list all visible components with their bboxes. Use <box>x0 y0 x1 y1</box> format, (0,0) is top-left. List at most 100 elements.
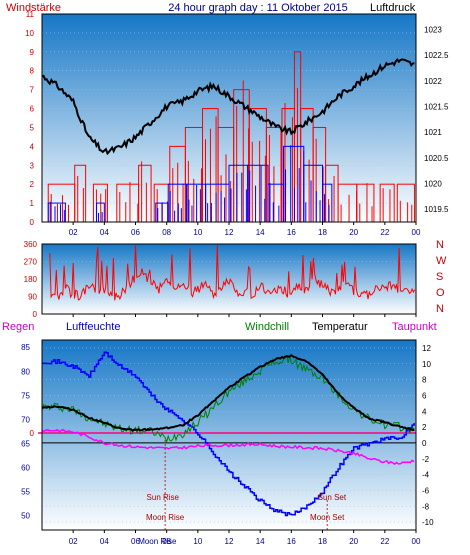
x-tick-label: 20 <box>349 537 358 546</box>
compass-label: N <box>436 303 444 315</box>
x-tick-label: 02 <box>69 228 78 237</box>
moon-rise-axis-label: Moon Rise <box>138 537 177 546</box>
rain-zero-label: 0 <box>30 429 35 438</box>
wind-tick-label: 4 <box>30 142 35 151</box>
temp-tick-label: -10 <box>422 518 434 527</box>
temperature-line <box>41 353 415 432</box>
x-tick-label: 08 <box>162 228 171 237</box>
x-tick-label: 14 <box>256 228 265 237</box>
wind-tick-label: 2 <box>30 180 35 189</box>
temp-tick-label: 6 <box>422 391 427 400</box>
x-tick-label: 02 <box>69 537 78 546</box>
temp-tick-label: 8 <box>422 376 427 385</box>
x-tick-label: 12 <box>225 228 234 237</box>
pressure-line <box>41 58 415 156</box>
windchill-label: Windchill <box>245 321 289 333</box>
panel2-frame <box>41 243 417 315</box>
pressure-tick-label: 1022 <box>424 77 442 86</box>
dir-tick-label: 0 <box>33 310 38 319</box>
panel3-bg <box>42 340 416 530</box>
humidity-tick-label: 70 <box>21 415 30 424</box>
x-tick-label: 18 <box>318 537 327 546</box>
taupunkt-label: Taupunkt <box>392 321 437 333</box>
temp-tick-label: 12 <box>422 344 431 353</box>
pressure-tick-label: 1020.5 <box>424 154 449 163</box>
humidity-tick-label: 75 <box>21 391 30 400</box>
x-tick-label: 20 <box>349 228 358 237</box>
temp-tick-label: -4 <box>422 471 430 480</box>
temp-tick-label: 0 <box>422 439 427 448</box>
humidity-tick-label: 80 <box>21 367 30 376</box>
pressure-tick-label: 1021.5 <box>424 102 449 111</box>
humidity-tick-label: 60 <box>21 463 30 472</box>
x-tick-label: 10 <box>193 228 202 237</box>
temp-tick-label: 2 <box>422 423 427 432</box>
panel1-frame <box>41 13 417 223</box>
wind-tick-label: 0 <box>30 218 35 227</box>
x-tick-label: 14 <box>256 537 265 546</box>
dewpoint-line <box>41 428 415 466</box>
wind-tick-label: 10 <box>25 29 34 38</box>
dir-tick-label: 90 <box>28 293 37 302</box>
pressure-tick-label: 1023 <box>424 25 442 34</box>
dir-tick-label: 180 <box>24 275 38 284</box>
x-tick-label: 16 <box>287 228 296 237</box>
temp-tick-label: 4 <box>422 407 427 416</box>
panel3-frame <box>41 339 417 531</box>
event-label: Sun Set <box>318 493 347 502</box>
pressure-tick-label: 1022.5 <box>424 51 449 60</box>
x-tick-label: 04 <box>100 537 109 546</box>
panel2-bg <box>42 244 416 314</box>
wind-tick-label: 9 <box>30 48 35 57</box>
wind-tick-label: 3 <box>30 161 35 170</box>
temp-tick-label: 10 <box>422 360 431 369</box>
humidity-tick-label: 85 <box>21 343 30 352</box>
windstaerke-label: Windstärke <box>6 2 61 14</box>
regen-label: Regen <box>2 321 34 333</box>
x-tick-label: 16 <box>287 537 296 546</box>
temp-tick-label: -2 <box>422 455 430 464</box>
x-tick-label: 10 <box>193 537 202 546</box>
x-tick-label: 18 <box>318 228 327 237</box>
wind-tick-label: 5 <box>30 123 35 132</box>
humidity-tick-label: 65 <box>21 439 30 448</box>
temp-tick-label: -6 <box>422 486 430 495</box>
wind-tick-label: 6 <box>30 105 35 114</box>
x-tick-label: 08 <box>162 537 171 546</box>
humidity-tick-label: 55 <box>21 488 30 497</box>
x-tick-label: 00 <box>412 537 421 546</box>
temperature-humidity-panel: 5055606570758085-10-8-6-4-20246810120Sun… <box>21 343 434 546</box>
compass-label: O <box>436 287 445 299</box>
x-tick-label: 22 <box>380 228 389 237</box>
wind-tick-label: 7 <box>30 86 35 95</box>
x-tick-label: 12 <box>225 537 234 546</box>
luftdruck-label: Luftdruck <box>370 2 416 14</box>
chart-title: 24 hour graph day : 11 Oktober 2015 <box>168 2 348 14</box>
dir-tick-label: 270 <box>24 258 38 267</box>
x-tick-label: 06 <box>131 228 140 237</box>
wind-direction-line <box>49 245 416 301</box>
event-label: Sun Rise <box>147 493 180 502</box>
compass-label: S <box>436 271 443 283</box>
luftfeuchte-label: Luftfeuchte <box>66 321 120 333</box>
wind-tick-label: 11 <box>26 10 35 19</box>
x-tick-label: 00 <box>412 228 421 237</box>
wind-tick-label: 1 <box>30 199 35 208</box>
wind-tick-label: 8 <box>30 67 35 76</box>
temperatur-label: Temperatur <box>312 321 368 333</box>
x-tick-label: 06 <box>131 537 140 546</box>
compass-label: N <box>436 239 444 251</box>
humidity-tick-label: 50 <box>21 512 30 521</box>
x-tick-label: 22 <box>380 537 389 546</box>
pressure-tick-label: 1020 <box>424 179 442 188</box>
pressure-tick-label: 1019.5 <box>424 205 449 214</box>
wind-pressure-panel: 012345678910111019.510201020.510211021.5… <box>25 10 449 237</box>
dir-tick-label: 360 <box>24 240 38 249</box>
temp-tick-label: -8 <box>422 502 430 511</box>
x-tick-label: 04 <box>100 228 109 237</box>
compass-label: W <box>436 255 447 267</box>
pressure-tick-label: 1021 <box>424 128 442 137</box>
